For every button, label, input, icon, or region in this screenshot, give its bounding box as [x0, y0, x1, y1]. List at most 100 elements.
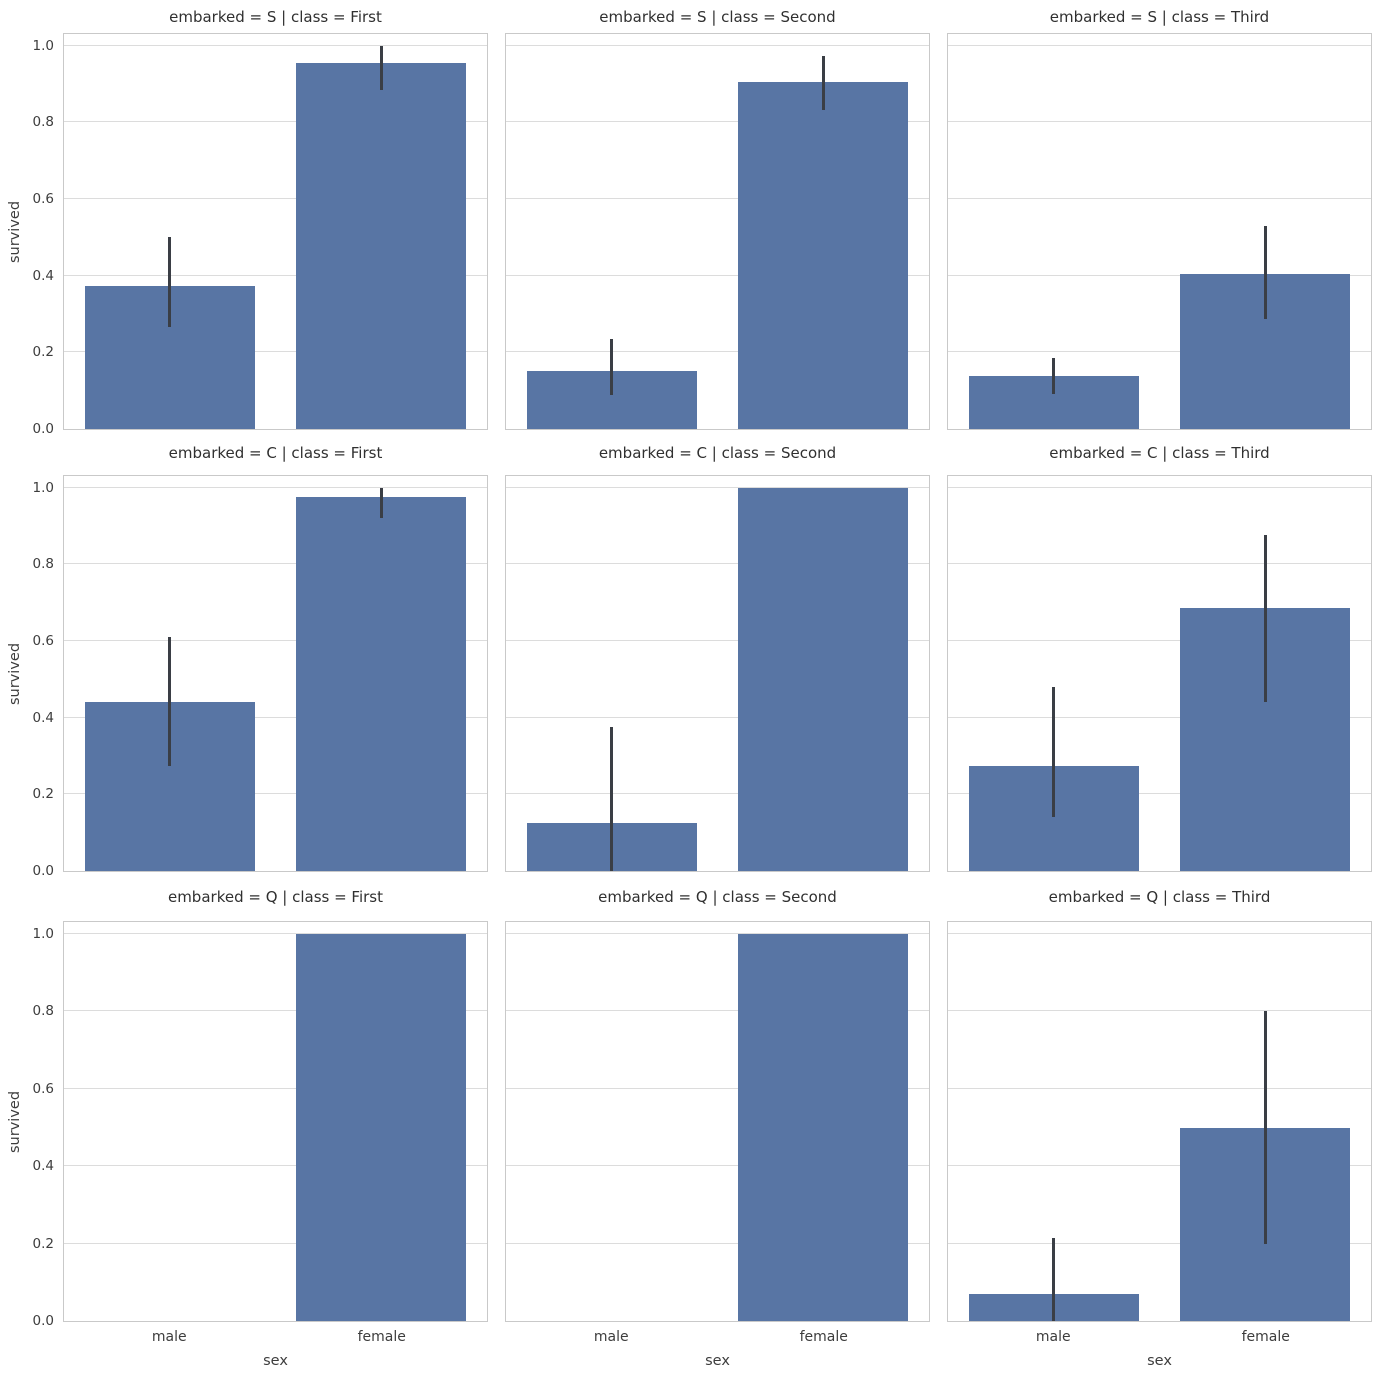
facet-panel: embarked = Q | class = First 0.0 0.2 0.4 0.… — [7, 872, 488, 1380]
gridline — [948, 932, 1371, 934]
y-tick-label: 0.4 — [32, 267, 54, 284]
gridline — [506, 716, 929, 718]
panel-title: embarked = Q | class = Second — [598, 887, 837, 906]
error-bar — [1052, 686, 1056, 818]
y-tick-label: 1.0 — [32, 479, 54, 496]
bar-female — [296, 63, 467, 429]
panel-title: embarked = S | class = First — [169, 7, 382, 26]
bar-female — [296, 933, 467, 1321]
error-bar — [168, 637, 172, 766]
gridline — [506, 121, 929, 123]
gridline — [506, 44, 929, 46]
gridline — [948, 274, 1371, 276]
y-axis-label: survived — [7, 1090, 23, 1153]
panel-title: embarked = C | class = First — [168, 443, 383, 462]
plot-area: 0.0 0.2 0.4 0.6 0.8 1.0 survived — [7, 475, 488, 879]
y-tick-label: 1.0 — [32, 925, 54, 942]
gridline — [948, 793, 1371, 795]
error-bar — [1263, 535, 1267, 703]
panel-title: embarked = C | class = Third — [1049, 443, 1270, 462]
gridline — [506, 1087, 929, 1089]
facet-panel: embarked = Q | class = Third male female s… — [947, 872, 1372, 1380]
plot-area — [505, 475, 930, 872]
gridline — [948, 486, 1371, 488]
gridline — [948, 563, 1371, 565]
gridline — [948, 351, 1371, 353]
error-bar — [821, 55, 825, 110]
gridline — [64, 44, 487, 46]
y-tick-label: 0.8 — [32, 1003, 54, 1020]
error-bar — [1263, 225, 1267, 319]
gridline — [506, 274, 929, 276]
y-tick-label: 0.6 — [32, 632, 54, 649]
gridline — [948, 197, 1371, 199]
x-axis: male female sex — [505, 1322, 930, 1380]
y-tick-label: 0.6 — [32, 1080, 54, 1097]
panel-title: embarked = S | class = Second — [599, 7, 836, 26]
facet-row-embarked-S: embarked = S | class = First 0.0 0.2 0.4 0.… — [7, 0, 1400, 437]
gridline — [64, 197, 487, 199]
facet-panel: embarked = S | class = First 0.0 0.2 0.4 0.… — [7, 0, 488, 437]
bar-female — [738, 81, 909, 429]
gridline — [948, 44, 1371, 46]
x-axis: male female sex — [947, 1322, 1372, 1380]
plot-area — [947, 921, 1372, 1322]
y-tick-label: 0.2 — [32, 786, 54, 803]
y-axis-label: survived — [7, 200, 23, 263]
facet-panel: embarked = C | class = Second — [505, 430, 930, 872]
x-tick-label: female — [1241, 1329, 1290, 1345]
gridline — [64, 486, 487, 488]
y-tick-label: 0.0 — [32, 1313, 54, 1329]
facet-row-embarked-Q: embarked = Q | class = First 0.0 0.2 0.4 0.… — [7, 872, 1400, 1380]
x-tick-label: male — [151, 1329, 187, 1345]
error-bar — [1263, 1011, 1267, 1244]
error-bar — [610, 338, 614, 396]
facet-panel: embarked = C | class = Third — [947, 430, 1372, 872]
plot-area — [947, 33, 1372, 430]
x-tick-label: male — [593, 1329, 629, 1345]
gridline — [64, 639, 487, 641]
panel-title: embarked = Q | class = First — [167, 887, 384, 906]
bar-female — [738, 933, 909, 1321]
error-bar — [1052, 1237, 1056, 1321]
facet-panel: embarked = C | class = First 0.0 0.2 0.4 0.… — [7, 430, 488, 879]
gridline — [506, 1165, 929, 1167]
gridline — [64, 716, 487, 718]
x-axis-label: sex — [705, 1353, 730, 1369]
x-tick-label: male — [1035, 1329, 1071, 1345]
panel-title: embarked = S | class = Third — [1049, 7, 1270, 26]
gridline — [64, 563, 487, 565]
facet-panel: embarked = Q | class = Second male female… — [505, 872, 930, 1380]
y-tick-label: 0.6 — [32, 190, 54, 207]
gridline — [64, 1010, 487, 1012]
x-tick-label: female — [357, 1329, 406, 1345]
gridline — [64, 793, 487, 795]
gridline — [506, 351, 929, 353]
gridline — [64, 932, 487, 934]
x-axis-label: sex — [263, 1353, 288, 1369]
gridline — [64, 274, 487, 276]
error-bar — [610, 727, 614, 871]
gridline — [948, 1165, 1371, 1167]
gridline — [506, 639, 929, 641]
gridline — [64, 121, 487, 123]
y-tick-label: 0.4 — [32, 1158, 54, 1175]
gridline — [948, 639, 1371, 641]
y-tick-label: 0.0 — [32, 863, 54, 879]
gridline — [948, 121, 1371, 123]
facet-panel: embarked = S | class = Second — [505, 0, 930, 430]
gridline — [948, 1010, 1371, 1012]
plot-area — [505, 33, 930, 430]
gridline — [948, 1242, 1371, 1244]
gridline — [506, 1010, 929, 1012]
gridline — [64, 1087, 487, 1089]
gridline — [506, 486, 929, 488]
plot-area: 0.0 0.2 0.4 0.6 0.8 1.0 survived — [7, 921, 488, 1329]
panel-title: embarked = Q | class = Third — [1048, 887, 1271, 906]
gridline — [64, 1165, 487, 1167]
plot-area: 0.0 0.2 0.4 0.6 0.8 1.0 survived — [7, 33, 488, 437]
y-tick-label: 0.8 — [32, 114, 54, 131]
y-axis-label: survived — [7, 642, 23, 705]
y-tick-label: 0.4 — [32, 709, 54, 726]
